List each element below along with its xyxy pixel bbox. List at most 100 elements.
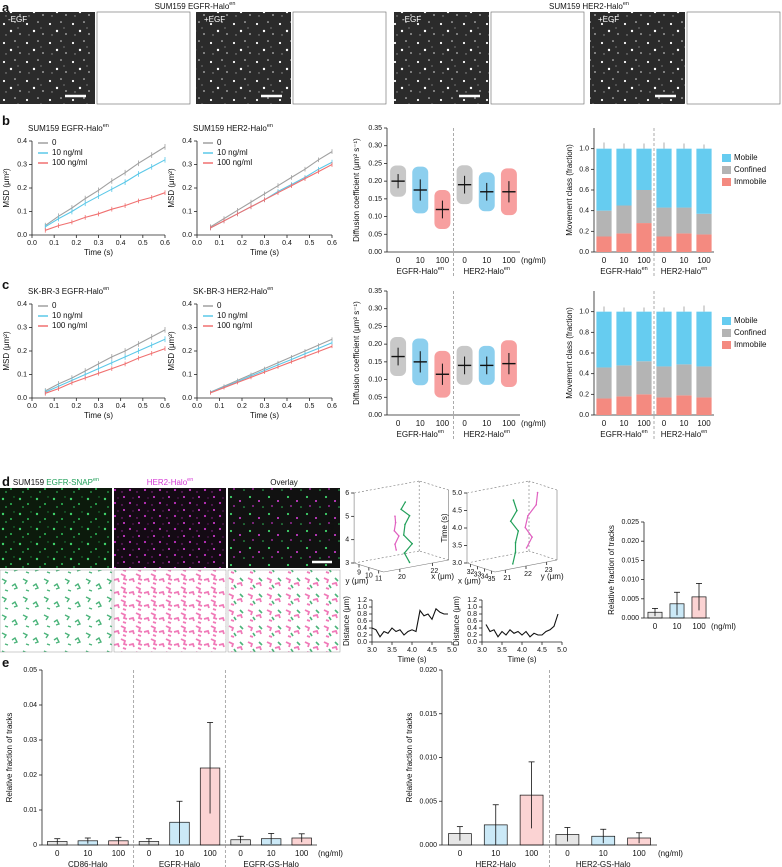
x-tick-label-main: 100 [697, 256, 711, 265]
x-tick-label-main: 0.4 [282, 403, 292, 410]
y-axis-label-main: Movement class (fraction) [565, 144, 574, 236]
y-tick-label-main: 0.1 [17, 371, 27, 378]
bar-segment [656, 207, 672, 237]
bar-segment [676, 364, 692, 396]
x-tick-label: 5.0 [557, 647, 567, 654]
y-tick-label-main: 0.020 [419, 667, 437, 674]
x-tick-label-main: 4.5 [537, 647, 547, 654]
y-tick-label: 0.0 [357, 639, 367, 646]
y-tick-label: 0.8 [579, 329, 589, 336]
box-edge [354, 480, 420, 494]
y-tick-label-main: 0.2 [182, 348, 192, 355]
y-axis-label-main: Relative fraction of tracks [5, 713, 14, 803]
x-tick-label-main: 3.5 [387, 647, 397, 654]
y-tick-label-main: 0.15 [368, 196, 382, 203]
x-tick-label: 10 [416, 419, 425, 428]
y-axis-label-main: Diffusion coefficient (μm² s⁻¹) [352, 138, 361, 242]
chart-title-main: SUM159 HER2-Halo [193, 124, 267, 133]
legend-label: 100 ng/ml [217, 158, 252, 167]
group-label-sup: en [504, 429, 510, 435]
x-tick-label: 5.0 [447, 647, 457, 654]
y-tick-label: 0.30 [368, 306, 382, 313]
track-point [527, 515, 529, 517]
y-tick-label: 0.2 [357, 632, 367, 639]
bar-segment [676, 395, 692, 415]
x-tick-label-main: 0.6 [160, 240, 170, 247]
y-tick-label: 0.20 [368, 341, 382, 348]
y-tick-label-main: 0.05 [23, 667, 37, 674]
track-map [490, 11, 585, 105]
group-label: HER2-Haloen [463, 266, 510, 276]
track-point [402, 534, 405, 536]
z-tick-label-main: 5.0 [452, 490, 462, 497]
panel-label-main: e [2, 655, 9, 670]
y-tick-label: 0.3 [17, 324, 27, 331]
channel-label: HER2-Haloen [147, 477, 194, 487]
group-label-main: HER2-Halo [476, 860, 517, 867]
group-title-sup: en [623, 1, 629, 7]
group-title-main: SUM159 HER2-Halo [549, 2, 623, 11]
channel-label: SUM159 EGFR-SNAPen [13, 477, 99, 487]
x-tick-label: 100 [692, 622, 706, 631]
y-tick-label: 0.2 [17, 185, 27, 192]
x-tick-label: 100 [502, 256, 516, 265]
y-tick-label-main: 0.20 [368, 178, 382, 185]
y-axis-label-main: Distance (μm) [452, 596, 461, 646]
channel-sup: en [187, 477, 193, 483]
legend-label: Mobile [734, 153, 758, 162]
x-axis-label: Time (s) [250, 411, 279, 420]
x-tick-label-main: 0.2 [71, 240, 81, 247]
x-tick-label: 3.0 [367, 647, 377, 654]
x-axis-label-main: Time (s) [84, 248, 113, 257]
x-tick-label: 0 [662, 256, 667, 265]
x-tick-label: 0.0 [192, 403, 202, 410]
x-axis-label-main: Time (s) [250, 411, 279, 420]
y-tick-label: 0.010 [621, 576, 639, 583]
condition-label-main: +EGF [204, 15, 225, 24]
y-tick-label: 0.2 [17, 348, 27, 355]
track-point [509, 520, 512, 522]
y-tick-label-main: 0.015 [621, 557, 639, 564]
legend-label: Mobile [734, 316, 758, 325]
z-tick-label-main: 6 [345, 490, 349, 497]
track [524, 492, 539, 549]
track-point [408, 561, 411, 564]
legend-label-main: 100 ng/ml [217, 158, 252, 167]
y-tick-label-main: 0.0 [357, 639, 367, 646]
y-tick-label-main: 0.025 [621, 519, 639, 526]
x-tick-label-main: 0.0 [192, 403, 202, 410]
y-tick-label-main: 0.3 [182, 324, 192, 331]
y-tick-label: 1.0 [579, 146, 589, 153]
x-tick-label: 10 [83, 849, 92, 858]
y-tick-label-main: 0.30 [368, 143, 382, 150]
box-edge [466, 550, 530, 564]
bar-segment [656, 397, 672, 415]
legend-label: 10 ng/ml [52, 148, 83, 157]
x-tick-label: 0.1 [215, 403, 225, 410]
legend-label: 0 [217, 138, 222, 147]
left-tick-label: 35 [488, 576, 496, 583]
left-tick-label: 9 [357, 569, 361, 576]
z-tick-label-main: 3 [345, 560, 349, 567]
x-tick-label: 0.1 [49, 403, 59, 410]
x-tick-label: 0.2 [71, 240, 81, 247]
bar-segment [636, 311, 652, 362]
x-tick-label: 0.3 [260, 240, 270, 247]
y-tick-label: 0.00 [368, 412, 382, 419]
right-axis-label-main: x (μm) [431, 572, 454, 581]
panel-label: d [2, 474, 10, 489]
right-axis-label: x (μm) [431, 572, 454, 581]
unit-label-main: (ng/ml) [711, 622, 736, 631]
x-tick-label: 0.6 [160, 403, 170, 410]
left-tick-label: 10 [365, 572, 373, 579]
channel-name: Overlay [270, 478, 298, 487]
left-tick-label-main: 35 [488, 576, 496, 583]
y-tick-label-main: 0.015 [419, 711, 437, 718]
y-tick-label-main: 0.30 [368, 306, 382, 313]
x-axis-label: Time (s) [250, 248, 279, 257]
y-tick-label: 0.000 [621, 615, 639, 622]
track-point [403, 552, 406, 554]
y-tick-label-main: 0.8 [579, 166, 589, 173]
y-tick-label: 0.6 [467, 618, 477, 625]
legend-label: 100 ng/ml [52, 321, 87, 330]
